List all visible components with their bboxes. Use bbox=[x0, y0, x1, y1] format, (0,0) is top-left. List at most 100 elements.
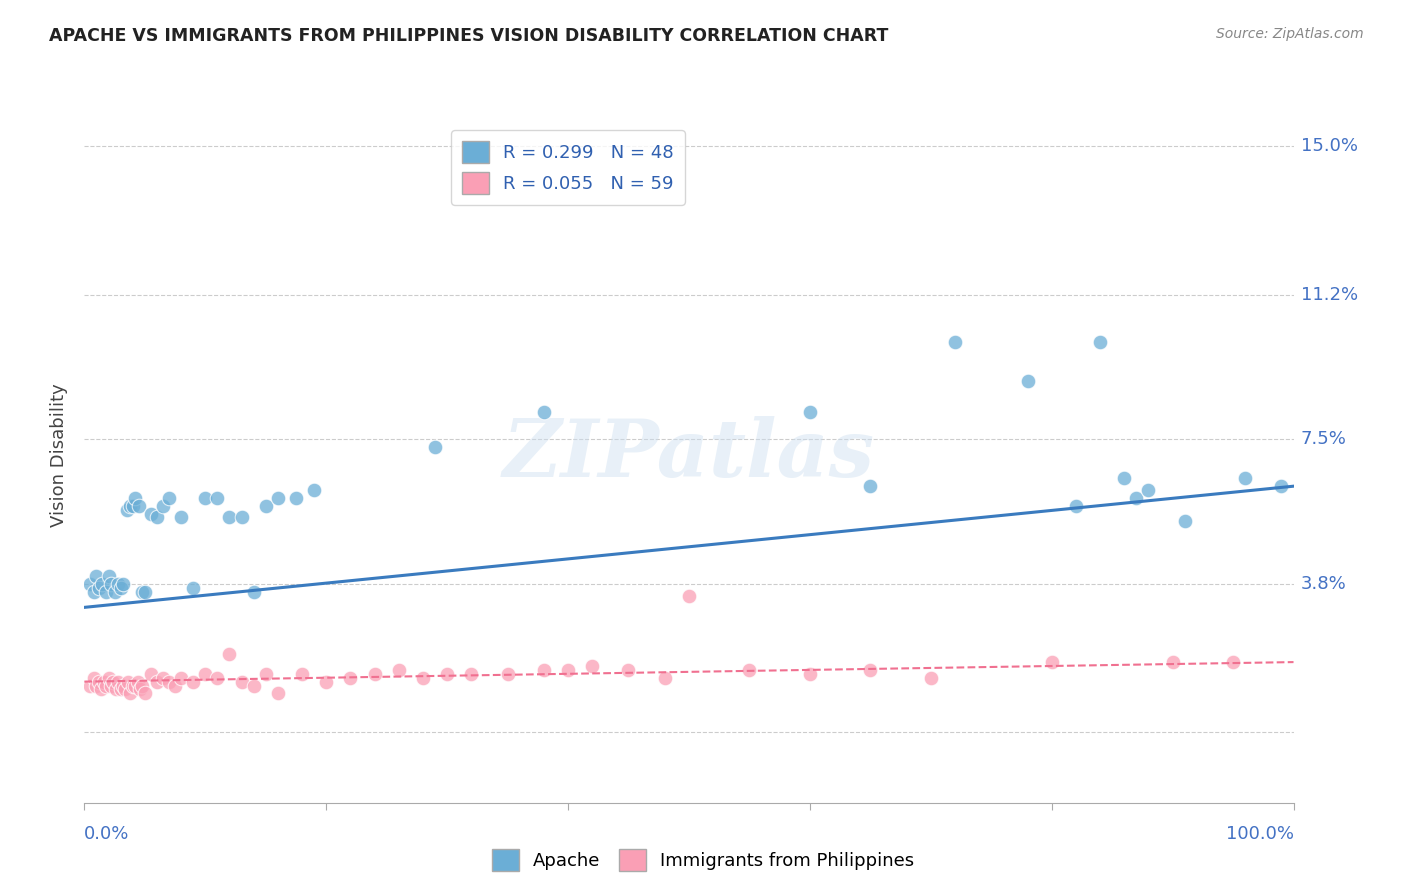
Point bbox=[114, 682, 136, 697]
Point bbox=[127, 674, 149, 689]
Point bbox=[91, 577, 114, 591]
Point bbox=[157, 674, 180, 689]
Point bbox=[112, 577, 135, 591]
Point bbox=[94, 584, 117, 599]
Point bbox=[943, 334, 966, 349]
Point bbox=[79, 679, 101, 693]
Point bbox=[110, 581, 132, 595]
Point bbox=[291, 666, 314, 681]
Point bbox=[412, 671, 434, 685]
Point bbox=[110, 682, 132, 697]
Point bbox=[134, 584, 156, 599]
Point bbox=[157, 491, 180, 505]
Point bbox=[97, 569, 120, 583]
Point bbox=[496, 666, 519, 681]
Point bbox=[104, 584, 127, 599]
Point bbox=[460, 666, 482, 681]
Point bbox=[120, 499, 142, 513]
Point bbox=[242, 679, 264, 693]
Point bbox=[231, 510, 253, 524]
Point bbox=[557, 663, 579, 677]
Point bbox=[218, 647, 240, 661]
Point bbox=[121, 499, 143, 513]
Point bbox=[129, 682, 152, 697]
Text: 0.0%: 0.0% bbox=[84, 825, 129, 843]
Point bbox=[131, 679, 153, 693]
Point bbox=[254, 666, 277, 681]
Point bbox=[1064, 499, 1087, 513]
Point bbox=[1088, 334, 1111, 349]
Point bbox=[363, 666, 385, 681]
Legend: Apache, Immigrants from Philippines: Apache, Immigrants from Philippines bbox=[485, 842, 921, 879]
Point bbox=[859, 479, 882, 493]
Point bbox=[104, 682, 127, 697]
Point bbox=[139, 666, 162, 681]
Text: Source: ZipAtlas.com: Source: ZipAtlas.com bbox=[1216, 27, 1364, 41]
Point bbox=[93, 674, 115, 689]
Point bbox=[339, 671, 361, 685]
Point bbox=[302, 483, 325, 497]
Legend: R = 0.299   N = 48, R = 0.055   N = 59: R = 0.299 N = 48, R = 0.055 N = 59 bbox=[451, 130, 685, 205]
Point bbox=[107, 577, 129, 591]
Point bbox=[97, 671, 120, 685]
Point bbox=[124, 491, 146, 505]
Point bbox=[1017, 374, 1039, 388]
Point bbox=[117, 674, 139, 689]
Point bbox=[207, 491, 229, 505]
Point bbox=[107, 674, 129, 689]
Point bbox=[131, 584, 153, 599]
Point bbox=[207, 671, 229, 685]
Point bbox=[388, 663, 411, 677]
Point bbox=[1114, 471, 1136, 485]
Point bbox=[267, 686, 290, 700]
Point bbox=[1040, 655, 1063, 669]
Point bbox=[146, 674, 169, 689]
Point bbox=[87, 581, 110, 595]
Point bbox=[86, 569, 108, 583]
Point bbox=[170, 671, 193, 685]
Point bbox=[242, 584, 264, 599]
Point bbox=[139, 507, 162, 521]
Point bbox=[115, 502, 138, 516]
Point bbox=[859, 663, 882, 677]
Point bbox=[194, 491, 217, 505]
Point bbox=[83, 671, 105, 685]
Point bbox=[134, 686, 156, 700]
Point bbox=[87, 674, 110, 689]
Point bbox=[1174, 514, 1197, 528]
Point bbox=[124, 679, 146, 693]
Point bbox=[146, 510, 169, 524]
Point bbox=[617, 663, 640, 677]
Text: 3.8%: 3.8% bbox=[1301, 575, 1347, 593]
Point bbox=[1234, 471, 1257, 485]
Text: 15.0%: 15.0% bbox=[1301, 137, 1358, 155]
Point bbox=[121, 679, 143, 693]
Point bbox=[100, 679, 122, 693]
Point bbox=[1125, 491, 1147, 505]
Point bbox=[152, 499, 174, 513]
Point bbox=[581, 659, 603, 673]
Point bbox=[267, 491, 290, 505]
Point bbox=[533, 405, 555, 419]
Point bbox=[436, 666, 458, 681]
Point bbox=[920, 671, 942, 685]
Point bbox=[315, 674, 337, 689]
Point bbox=[181, 581, 204, 595]
Point bbox=[218, 510, 240, 524]
Point bbox=[423, 440, 446, 454]
Point bbox=[799, 405, 821, 419]
Point bbox=[231, 674, 253, 689]
Text: 100.0%: 100.0% bbox=[1226, 825, 1294, 843]
Point bbox=[103, 674, 125, 689]
Point bbox=[181, 674, 204, 689]
Point bbox=[799, 666, 821, 681]
Point bbox=[83, 584, 105, 599]
Text: 11.2%: 11.2% bbox=[1301, 285, 1358, 303]
Point bbox=[120, 686, 142, 700]
Point bbox=[112, 679, 135, 693]
Point bbox=[128, 499, 150, 513]
Point bbox=[284, 491, 308, 505]
Point bbox=[1270, 479, 1292, 493]
Point bbox=[152, 671, 174, 685]
Point bbox=[1222, 655, 1244, 669]
